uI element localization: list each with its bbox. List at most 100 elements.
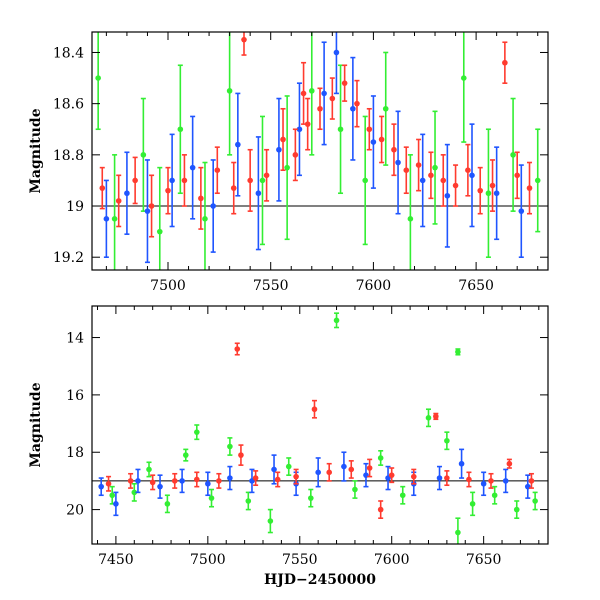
point-marker [444,475,450,481]
data-point-red [366,107,373,151]
point-marker [377,506,384,513]
data-point-blue [296,82,303,177]
data-point-red [528,472,535,489]
y-tick-label: 18.4 [53,45,84,61]
data-point-green [510,97,516,212]
data-point-blue [157,474,163,499]
point-marker [99,185,106,191]
point-marker [528,478,535,484]
x-tick-label: 7500 [190,552,226,568]
data-point-red [274,471,281,488]
data-point-blue [341,451,347,482]
data-point-red [329,77,336,120]
point-marker [321,90,327,97]
data-point-green [156,166,163,270]
data-point-red [452,164,459,207]
point-marker [350,105,356,112]
data-point-green [469,491,476,517]
data-point-red [514,151,520,200]
data-point-green [226,32,233,156]
data-point-red [477,166,484,215]
data-point-green [337,64,344,195]
point-marker [440,177,447,184]
point-marker [241,36,247,43]
point-marker [285,463,292,470]
point-marker [205,480,211,487]
data-point-red [506,458,513,469]
data-point-green [146,461,152,478]
data-point-blue [179,468,185,494]
y-tick-label: 20 [66,503,84,519]
data-point-blue [98,477,104,497]
data-point-red [488,472,494,489]
point-marker [146,466,152,473]
top-plot-frame [91,31,549,271]
data-point-blue [370,95,377,189]
data-point-green [432,110,438,225]
point-marker [311,406,318,413]
point-marker [177,126,184,133]
data-point-green [333,312,340,329]
data-point-blue [419,133,426,228]
data-point-green [284,95,290,241]
data-point-red [198,166,204,230]
x-tick-label: 7450 [98,552,134,568]
point-marker [341,80,348,86]
point-marker [460,75,467,81]
data-point-blue [395,110,401,215]
point-marker [410,473,417,480]
point-marker [132,177,138,184]
point-marker [469,501,476,507]
point-marker [238,452,244,458]
data-point-green [399,485,406,505]
data-point-red [230,161,237,215]
point-marker [452,182,459,189]
point-marker [366,126,373,133]
data-point-blue [205,471,211,497]
point-marker [415,162,422,168]
point-marker [348,466,355,473]
point-marker [182,452,189,458]
point-marker [95,75,101,81]
point-marker [352,486,358,493]
point-marker [378,136,385,143]
point-marker [458,460,465,467]
point-marker [124,190,130,197]
point-marker [436,475,443,481]
data-point-blue [524,474,531,499]
data-point-red [292,128,299,182]
point-marker [444,192,451,199]
point-marker [432,164,438,171]
data-point-blue [135,468,141,494]
data-point-green [227,437,233,456]
point-marker [109,492,116,499]
data-point-green [208,488,215,508]
data-point-green [111,154,118,270]
point-marker [255,190,262,197]
point-marker [308,495,314,501]
point-marker [164,501,171,507]
point-marker [425,415,432,421]
data-point-green [352,480,358,499]
data-point-red [489,159,496,212]
point-marker [234,346,241,352]
point-marker [326,469,332,476]
point-marker [292,152,299,158]
point-marker [469,172,475,179]
point-marker [252,475,259,481]
y-tick-label: 18.8 [53,148,84,164]
point-marker [194,429,200,435]
data-point-blue [249,468,255,494]
top-y-axis-label: Magnitude [28,108,44,193]
data-point-red [115,174,122,228]
data-point-red [214,146,221,195]
point-marker [502,478,509,484]
point-marker [506,460,513,467]
point-marker [489,182,496,189]
point-marker [333,317,340,324]
point-marker [532,498,538,504]
point-marker [382,105,389,112]
bottom-axis-ticks: 7450 7500 7550 7600 7650 14 16 18 20 [66,306,548,568]
point-marker [194,476,200,483]
data-point-red [415,138,422,192]
